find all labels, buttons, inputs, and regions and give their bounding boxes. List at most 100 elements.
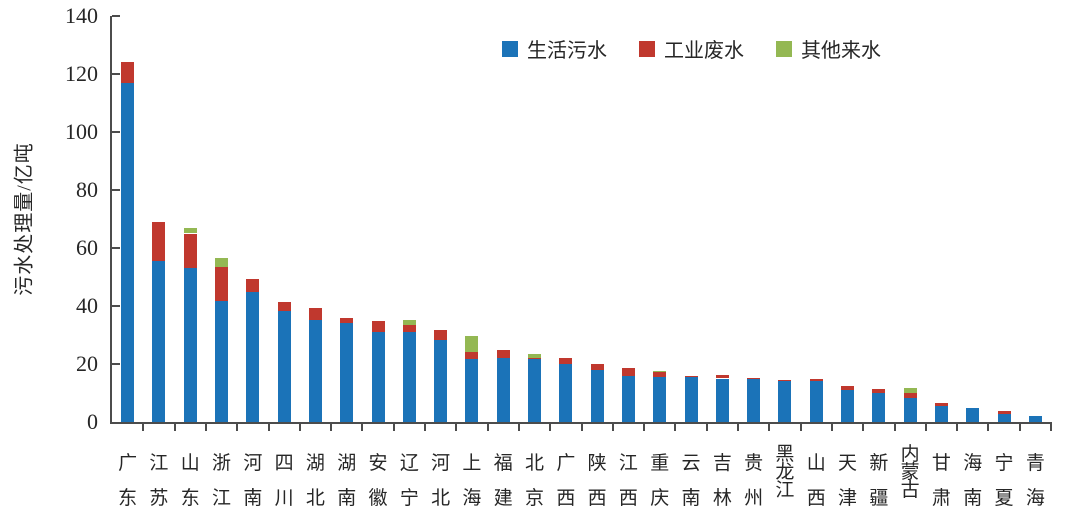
bar-segment-其他来水 bbox=[183, 227, 197, 234]
x-category-label: 山西 bbox=[806, 453, 826, 509]
legend: 生活污水 工业废水 其他来水 bbox=[502, 34, 881, 63]
x-category-label: 浙江 bbox=[212, 453, 232, 509]
x-tick-mark bbox=[611, 422, 614, 431]
x-tick-mark bbox=[142, 422, 145, 431]
bar-segment-生活污水 bbox=[841, 390, 855, 422]
x-category-label: 重庆 bbox=[650, 453, 670, 509]
legend-swatch-icon bbox=[776, 40, 792, 57]
x-tick-mark bbox=[455, 422, 458, 431]
x-category-label: 黑龙江 bbox=[775, 444, 795, 501]
legend-label: 其他来水 bbox=[801, 40, 881, 62]
legend-swatch-icon bbox=[639, 40, 655, 57]
x-category-label: 河南 bbox=[243, 453, 263, 509]
x-category-label: 宁夏 bbox=[994, 453, 1014, 509]
bar-segment-生活污水 bbox=[308, 319, 322, 422]
x-tick-mark bbox=[1018, 422, 1021, 431]
x-tick-mark bbox=[204, 422, 207, 431]
y-tick-label: 0 bbox=[87, 409, 98, 434]
x-tick-mark bbox=[862, 422, 865, 431]
y-tick-label: 20 bbox=[76, 351, 98, 376]
bar-segment-工业废水 bbox=[152, 221, 166, 262]
y-tick-label: 80 bbox=[76, 177, 98, 202]
x-tick-mark bbox=[267, 422, 270, 431]
bar-segment-生活污水 bbox=[559, 364, 573, 422]
bar-segment-生活污水 bbox=[434, 340, 448, 422]
x-category-label: 北京 bbox=[525, 453, 545, 509]
bar-segment-生活污水 bbox=[528, 358, 542, 422]
bar-segment-工业废水 bbox=[747, 377, 761, 379]
x-tick-mark bbox=[1050, 422, 1052, 431]
bar-segment-生活污水 bbox=[872, 392, 886, 422]
bar-segment-其他来水 bbox=[903, 388, 917, 393]
x-category-label: 辽宁 bbox=[399, 453, 419, 509]
legend-label: 工业废水 bbox=[664, 40, 744, 62]
y-tick-mark bbox=[112, 247, 120, 249]
x-category-label: 江苏 bbox=[149, 453, 169, 509]
bar-segment-生活污水 bbox=[340, 323, 354, 422]
bar-segment-工业废水 bbox=[934, 403, 948, 407]
bar-segment-工业废水 bbox=[653, 371, 667, 378]
x-tick-mark bbox=[486, 422, 489, 431]
bar-segment-工业废水 bbox=[778, 379, 792, 382]
x-tick-mark bbox=[893, 422, 896, 431]
x-tick-mark bbox=[361, 422, 364, 431]
y-tick-mark bbox=[112, 15, 120, 17]
bar-segment-生活污水 bbox=[653, 377, 667, 422]
y-tick-mark bbox=[112, 131, 120, 133]
bar-segment-生活污水 bbox=[934, 406, 948, 422]
y-axis-title: 污水处理量/亿吨 bbox=[13, 142, 36, 296]
x-category-label: 海南 bbox=[963, 453, 983, 509]
x-category-label: 吉林 bbox=[712, 453, 732, 509]
x-category-label: 江西 bbox=[618, 453, 638, 509]
x-tick-mark bbox=[517, 422, 520, 431]
bar-segment-工业废水 bbox=[559, 358, 573, 364]
x-tick-mark bbox=[799, 422, 802, 431]
bar-segment-工业废水 bbox=[528, 357, 542, 359]
bar-segment-生活污水 bbox=[715, 378, 729, 422]
legend-item: 生活污水 bbox=[502, 34, 607, 63]
y-tick-mark bbox=[112, 189, 120, 191]
bar-segment-生活污水 bbox=[152, 261, 166, 422]
x-category-label: 上海 bbox=[462, 453, 482, 509]
x-category-label: 广西 bbox=[556, 453, 576, 509]
x-tick-mark bbox=[549, 422, 552, 431]
bar-segment-生活污水 bbox=[496, 358, 510, 422]
bar-segment-生活污水 bbox=[903, 397, 917, 422]
x-category-label: 青海 bbox=[1025, 453, 1045, 509]
x-category-label: 四川 bbox=[274, 453, 294, 509]
bar-segment-生活污水 bbox=[966, 408, 980, 422]
bar-segment-其他来水 bbox=[402, 320, 416, 326]
x-tick-mark bbox=[674, 422, 677, 431]
x-category-label: 山东 bbox=[180, 453, 200, 509]
bar-segment-生活污水 bbox=[1028, 416, 1042, 422]
bar-segment-工业废水 bbox=[465, 351, 479, 360]
bar-segment-工业废水 bbox=[434, 330, 448, 341]
bar-segment-工业废水 bbox=[809, 379, 823, 382]
x-tick-mark bbox=[705, 422, 708, 431]
x-category-label: 湖南 bbox=[337, 453, 357, 509]
bar-segment-生活污水 bbox=[246, 292, 260, 422]
bar-segment-工业废水 bbox=[308, 308, 322, 320]
bar-segment-生活污水 bbox=[590, 369, 604, 422]
bar-segment-其他来水 bbox=[653, 370, 667, 372]
x-category-label: 内蒙古 bbox=[900, 444, 920, 501]
bar-segment-工业废水 bbox=[246, 279, 260, 293]
bar-segment-工业废水 bbox=[340, 317, 354, 324]
x-category-label: 新疆 bbox=[869, 453, 889, 509]
bar-segment-生活污水 bbox=[778, 381, 792, 422]
bar-segment-工业废水 bbox=[215, 267, 229, 302]
y-tick-label: 60 bbox=[76, 235, 98, 260]
bar-segment-生活污水 bbox=[183, 268, 197, 422]
bar-segment-生活污水 bbox=[121, 82, 135, 422]
bar-segment-工业废水 bbox=[277, 301, 291, 311]
bar-segment-工业废水 bbox=[183, 233, 197, 269]
bar-segment-工业废水 bbox=[371, 321, 385, 333]
x-category-label: 甘肃 bbox=[931, 453, 951, 509]
bar-segment-工业废水 bbox=[903, 393, 917, 398]
bar-segment-其他来水 bbox=[215, 257, 229, 268]
x-tick-mark bbox=[987, 422, 990, 431]
legend-item: 工业废水 bbox=[639, 34, 744, 63]
bar-segment-生活污水 bbox=[684, 377, 698, 422]
x-category-label: 天津 bbox=[838, 453, 858, 509]
